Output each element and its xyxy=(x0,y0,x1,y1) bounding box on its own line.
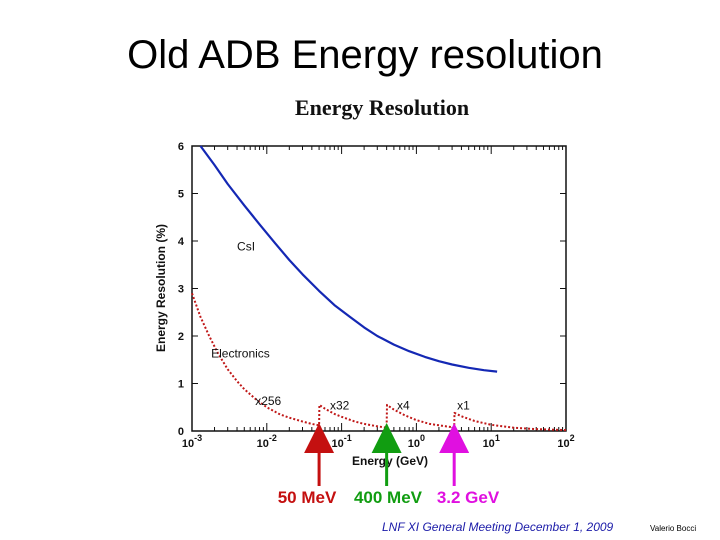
x-tick-label: 101 xyxy=(483,433,500,450)
x-tick-label: 10-2 xyxy=(257,433,277,450)
series-line-csi xyxy=(199,145,498,373)
annotation-label: CsI xyxy=(237,240,255,254)
series-line-electronics xyxy=(191,292,567,432)
y-tick-label: 3 xyxy=(178,284,184,296)
y-tick-label: 1 xyxy=(178,379,184,391)
y-tick-label: 2 xyxy=(178,331,184,343)
series-layer xyxy=(191,145,567,432)
axis-ticks: 0 1 2 3 4 5 6 10-3 10-2 10-1 100 101 102 xyxy=(178,141,575,450)
x-axis-label: Energy (GeV) xyxy=(352,454,428,468)
annotation-label: x32 xyxy=(330,399,350,413)
x-tick-label: 102 xyxy=(557,433,574,450)
y-tick-label: 4 xyxy=(178,236,185,248)
footer-text: LNF XI General Meeting December 1, 2009 xyxy=(382,520,614,534)
x-tick-label: 100 xyxy=(408,433,425,450)
plot-frame xyxy=(191,145,567,432)
y-tick-label: 0 xyxy=(178,426,184,438)
author-text: Valerio Bocci xyxy=(650,524,697,533)
x-tick-label: 10-3 xyxy=(182,433,202,450)
chart-title: Energy Resolution xyxy=(295,95,469,120)
energy-marker-label: 3.2 GeV xyxy=(437,488,500,507)
y-axis-label: Energy Resolution (%) xyxy=(154,224,168,352)
y-tick-label: 5 xyxy=(178,189,184,201)
annotation-label: x1 xyxy=(457,399,470,413)
energy-marker-label: 50 MeV xyxy=(278,488,337,507)
x-tick-label: 10-1 xyxy=(331,433,351,450)
energy-marker-label: 400 MeV xyxy=(354,488,423,507)
annotations: CsI Electronics x256 x32 x4 x1 xyxy=(211,240,470,413)
energy-markers: 50 MeV 400 MeV 3.2 GeV xyxy=(278,423,500,507)
annotation-label: x256 xyxy=(255,394,281,408)
annotation-label: Electronics xyxy=(211,346,270,360)
slide-title: Old ADB Energy resolution xyxy=(127,33,603,77)
annotation-label: x4 xyxy=(397,399,410,413)
y-tick-label: 6 xyxy=(178,141,184,153)
